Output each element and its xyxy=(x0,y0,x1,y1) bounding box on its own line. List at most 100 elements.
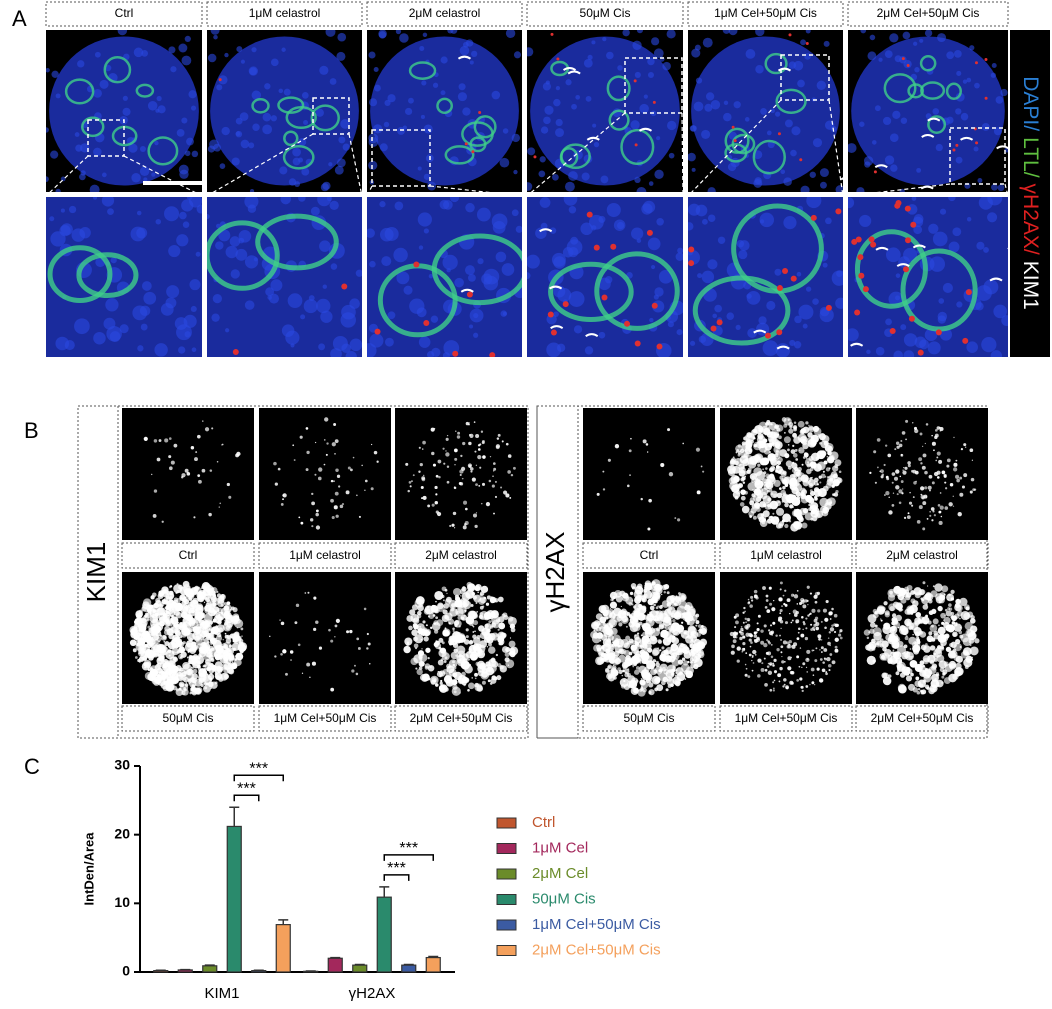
signal xyxy=(880,469,884,473)
signal xyxy=(133,622,143,632)
signal xyxy=(683,670,689,675)
nucleus xyxy=(50,150,59,159)
nucleus xyxy=(745,49,756,59)
signal xyxy=(134,656,138,659)
marker xyxy=(850,342,864,347)
nucleus xyxy=(55,336,70,351)
marker xyxy=(374,328,381,335)
nucleus xyxy=(654,169,664,180)
nucleus xyxy=(690,125,697,132)
marker xyxy=(652,100,656,104)
signal xyxy=(640,613,642,616)
signal xyxy=(459,469,464,474)
signal xyxy=(768,421,772,426)
tubule xyxy=(76,252,139,299)
nucleus xyxy=(417,212,432,227)
signal xyxy=(905,635,908,638)
signal xyxy=(225,660,227,662)
signal xyxy=(826,656,831,662)
signal xyxy=(820,505,828,514)
signal xyxy=(472,513,478,518)
signal xyxy=(772,687,775,690)
signal xyxy=(955,459,958,462)
signal xyxy=(896,493,899,496)
signal xyxy=(232,640,235,643)
signal xyxy=(659,605,663,609)
signal xyxy=(656,618,659,621)
signal xyxy=(489,597,496,604)
signal xyxy=(678,592,681,595)
marker xyxy=(935,329,942,336)
nucleus xyxy=(581,172,590,181)
signal xyxy=(748,653,752,657)
signal xyxy=(417,650,425,657)
signal xyxy=(915,676,920,681)
signal xyxy=(805,617,808,620)
signal xyxy=(795,621,798,624)
nucleus xyxy=(819,168,829,178)
nucleus xyxy=(966,217,972,222)
signal xyxy=(280,503,284,506)
nucleus xyxy=(292,157,301,166)
signal xyxy=(937,626,946,635)
image-label: 50μM Cis xyxy=(624,711,675,725)
nucleus xyxy=(990,350,1003,357)
nucleus xyxy=(473,332,479,338)
signal xyxy=(742,635,746,639)
nucleus xyxy=(648,181,654,186)
marker xyxy=(901,57,905,61)
nucleus xyxy=(575,94,581,100)
signal xyxy=(330,498,334,503)
signal xyxy=(947,598,949,601)
signal xyxy=(442,447,445,450)
nucleus xyxy=(942,282,953,294)
nucleus xyxy=(869,34,876,41)
signal xyxy=(215,638,218,640)
signal xyxy=(664,641,667,644)
signal xyxy=(620,594,623,597)
signal xyxy=(834,648,839,653)
signal xyxy=(777,457,783,463)
tubule xyxy=(775,88,807,115)
signal xyxy=(820,639,823,641)
nucleus xyxy=(653,48,664,59)
signal xyxy=(408,625,413,631)
signal xyxy=(762,468,765,471)
signal xyxy=(801,689,804,692)
signal xyxy=(493,470,495,472)
nucleus xyxy=(446,268,451,273)
nucleus xyxy=(825,217,832,225)
stain-legend: DAPI/LTL/γH2AX/KIM1 xyxy=(1019,76,1042,310)
signal xyxy=(415,596,425,606)
signal xyxy=(661,593,663,596)
signal xyxy=(488,646,496,654)
signal xyxy=(750,595,754,599)
signal xyxy=(215,611,225,621)
signal xyxy=(790,656,792,659)
signal xyxy=(330,479,334,483)
nucleus xyxy=(643,94,648,99)
signal xyxy=(924,486,928,490)
signal xyxy=(156,643,166,653)
signal xyxy=(778,680,781,683)
signal xyxy=(355,672,359,676)
signal xyxy=(190,680,192,682)
tubule xyxy=(255,213,339,271)
signal xyxy=(602,470,605,473)
nucleus xyxy=(889,33,899,43)
signal xyxy=(806,585,810,589)
signal xyxy=(786,493,796,503)
tissue xyxy=(527,197,683,357)
signal xyxy=(152,609,156,614)
signal xyxy=(809,612,812,615)
marker xyxy=(688,260,695,267)
nucleus xyxy=(797,79,805,88)
marker xyxy=(464,142,468,146)
signal xyxy=(931,441,936,446)
signal xyxy=(607,629,614,636)
signal xyxy=(224,619,227,622)
nucleus xyxy=(402,125,407,130)
nucleus xyxy=(589,214,604,230)
signal xyxy=(509,637,512,639)
nucleus xyxy=(499,157,510,168)
